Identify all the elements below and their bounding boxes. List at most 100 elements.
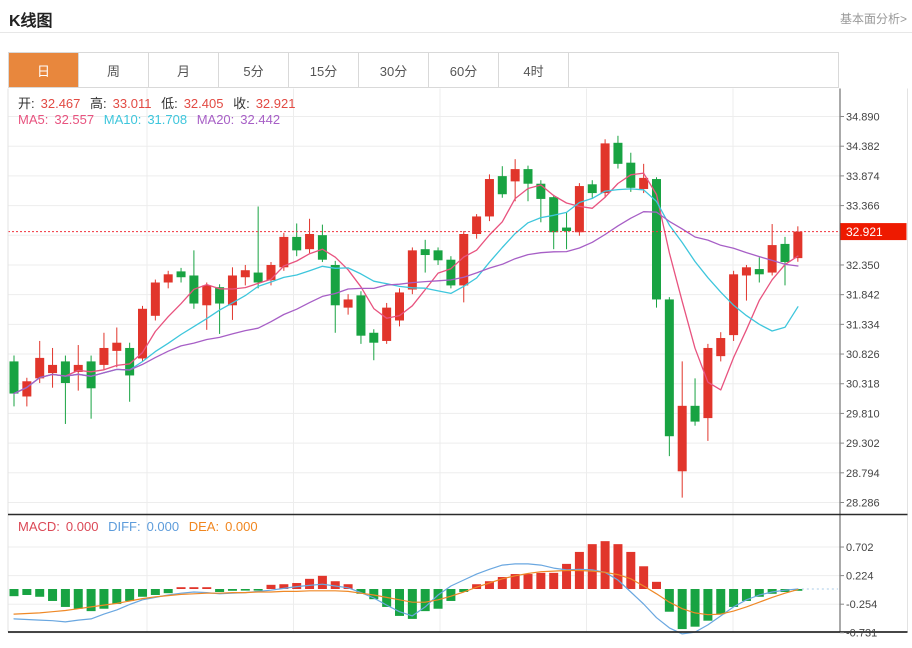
- fundamental-analysis-link[interactable]: 基本面分析>: [839, 12, 907, 26]
- period-tab-bar: 日周月 5分 15分 30分 60分 4时: [8, 52, 839, 88]
- ma5-line: [13, 172, 799, 395]
- macd-legend: MACD: 0.000 DIFF: 0.000 DEA: 0.000: [18, 519, 264, 534]
- candle-body: [266, 264, 276, 281]
- diff-line: [13, 563, 799, 635]
- macd-value: 0.000: [65, 519, 99, 534]
- macd-histogram-bar: [317, 575, 327, 589]
- macd-histogram-bar: [433, 589, 443, 609]
- candle-body: [99, 347, 109, 365]
- candle-body: [73, 364, 83, 372]
- macd-histogram-bar: [639, 566, 649, 589]
- candle-body: [125, 347, 135, 376]
- candle-body: [138, 308, 147, 359]
- kline-chart-canvas: 34.890 34.382 33.874 33.366 32.350 31.842 31.3…: [7, 88, 908, 640]
- macd-histogram-bar: [484, 581, 494, 589]
- macd-histogram-bar: [716, 589, 726, 615]
- candle-body: [112, 342, 122, 351]
- macd-histogram-bar: [86, 589, 96, 612]
- kline-chart[interactable]: 34.890 34.382 33.874 33.366 32.350 31.842 31.3…: [0, 88, 912, 646]
- price-axis-label: 29.810: [846, 408, 880, 420]
- candle-body: [35, 357, 45, 379]
- candle-body: [240, 270, 250, 278]
- candle-body: [279, 236, 289, 268]
- macd-histogram-bar: [9, 589, 19, 597]
- macd-histogram-bar: [163, 589, 173, 594]
- diff-value: 0.000: [146, 519, 180, 534]
- tab-period-2[interactable]: 月: [149, 53, 219, 87]
- low-value: 32.405: [183, 96, 224, 111]
- candle-body: [369, 332, 379, 343]
- macd-histogram-bar: [356, 589, 366, 594]
- tab-period-6[interactable]: 60分: [429, 53, 499, 87]
- ma5-value: 32.557: [54, 112, 95, 127]
- macd-histogram-bar: [549, 572, 559, 589]
- price-axis-label: 32.350: [846, 260, 880, 272]
- candle-body: [600, 143, 610, 194]
- current-price-badge: [840, 223, 907, 241]
- candle-body: [716, 338, 726, 357]
- ma20-label: MA20:: [196, 112, 235, 127]
- ma10-label: MA10:: [103, 112, 142, 127]
- macd-histogram-bar: [523, 574, 533, 589]
- candle-body: [780, 243, 790, 263]
- candle-body: [703, 347, 713, 419]
- candle-body: [484, 179, 494, 217]
- price-axis-label: 33.874: [846, 171, 880, 183]
- dea-value: 0.000: [225, 519, 258, 534]
- candle-body: [163, 274, 173, 283]
- tab-period-0[interactable]: 日: [9, 53, 79, 87]
- ohlc-legend: 开: 32.467 高: 33.011 低: 32.405 收: 32.921: [18, 93, 301, 112]
- macd-histogram-bar: [459, 589, 469, 592]
- macd-axis-label: 0.224: [846, 571, 874, 583]
- macd-histogram-bar: [305, 578, 315, 589]
- macd-histogram-bar: [240, 589, 250, 591]
- candle-body: [176, 271, 186, 278]
- price-axis-label: 29.302: [846, 438, 880, 450]
- macd-histogram-bar: [99, 589, 109, 609]
- price-axis-label: 33.366: [846, 201, 880, 213]
- macd-histogram-bar: [420, 589, 430, 612]
- tab-period-3[interactable]: 5分: [219, 53, 289, 87]
- candle-body: [86, 361, 96, 389]
- candle-body: [793, 231, 803, 259]
- candle-body: [459, 233, 469, 286]
- macd-histogram-bar: [690, 589, 700, 627]
- price-axis-label: 30.318: [846, 379, 880, 391]
- tab-bar-filler: [569, 53, 838, 87]
- current-price-badge-text: 32.921: [846, 225, 883, 239]
- macd-histogram-bar: [562, 563, 572, 589]
- candle-body: [292, 236, 302, 251]
- macd-histogram-bar: [215, 589, 225, 592]
- candle-body: [420, 249, 430, 256]
- macd-histogram-bar: [729, 589, 739, 607]
- ma20-value: 32.442: [240, 112, 281, 127]
- macd-histogram-bar: [35, 589, 45, 597]
- candle-body: [22, 381, 32, 397]
- macd-histogram-bar: [189, 587, 199, 589]
- macd-histogram-bar: [22, 589, 32, 595]
- tab-period-1[interactable]: 周: [79, 53, 149, 87]
- macd-histogram-bar: [652, 581, 661, 589]
- macd-histogram-bar: [626, 551, 636, 589]
- macd-histogram-bar: [587, 544, 597, 589]
- macd-axis-label: -0.731: [846, 628, 877, 640]
- tab-period-4[interactable]: 15分: [289, 53, 359, 87]
- tab-period-5[interactable]: 30分: [359, 53, 429, 87]
- candle-body: [562, 227, 572, 232]
- price-axis-label: 34.382: [846, 141, 880, 153]
- candle-body: [48, 364, 58, 374]
- tab-period-7[interactable]: 4时: [499, 53, 569, 87]
- macd-histogram-bar: [73, 589, 83, 609]
- macd-histogram-bar: [407, 589, 417, 619]
- macd-histogram-bar: [600, 541, 610, 589]
- macd-histogram-bar: [253, 589, 263, 591]
- candle-body: [215, 287, 225, 304]
- macd-axis-label: 0.702: [846, 542, 874, 554]
- close-value: 32.921: [255, 96, 296, 111]
- candle-body: [574, 186, 584, 233]
- candle-body: [497, 176, 507, 195]
- candle-body: [754, 269, 764, 275]
- macd-axis-label: -0.254: [846, 599, 877, 611]
- macd-histogram-bar: [369, 589, 379, 600]
- ma10-value: 31.708: [147, 112, 188, 127]
